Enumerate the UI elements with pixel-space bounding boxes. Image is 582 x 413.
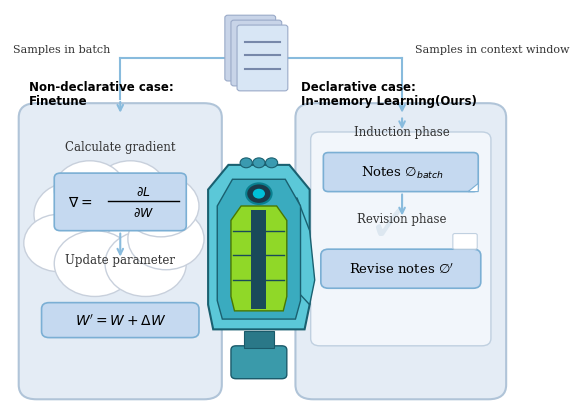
Polygon shape	[208, 166, 310, 330]
Polygon shape	[287, 198, 315, 305]
Polygon shape	[217, 180, 300, 319]
FancyBboxPatch shape	[324, 153, 478, 192]
FancyBboxPatch shape	[41, 303, 199, 338]
Text: $\partial W$: $\partial W$	[133, 206, 154, 219]
Circle shape	[54, 231, 136, 297]
Text: In-memory Learning(Ours): In-memory Learning(Ours)	[300, 95, 477, 108]
Text: $W' = W + \Delta W$: $W' = W + \Delta W$	[74, 313, 166, 328]
FancyBboxPatch shape	[231, 21, 282, 87]
Circle shape	[54, 161, 125, 219]
FancyBboxPatch shape	[321, 249, 481, 289]
Text: Calculate gradient: Calculate gradient	[65, 140, 176, 153]
FancyBboxPatch shape	[453, 234, 477, 249]
Text: ✓: ✓	[367, 199, 411, 251]
Bar	[251, 211, 267, 309]
FancyBboxPatch shape	[237, 26, 288, 92]
FancyBboxPatch shape	[231, 346, 287, 379]
FancyBboxPatch shape	[19, 104, 222, 399]
Circle shape	[95, 161, 166, 219]
Text: Revision phase: Revision phase	[357, 212, 447, 225]
Circle shape	[59, 174, 181, 272]
Text: Update parameter: Update parameter	[65, 253, 175, 266]
FancyBboxPatch shape	[54, 174, 186, 231]
Bar	[244, 332, 274, 348]
Text: Induction phase: Induction phase	[354, 126, 450, 139]
Circle shape	[105, 231, 186, 297]
Text: $\partial L$: $\partial L$	[136, 186, 151, 199]
Text: $\nabla =$: $\nabla =$	[68, 194, 92, 209]
Text: Declarative case:: Declarative case:	[300, 81, 416, 94]
Circle shape	[128, 209, 204, 270]
Circle shape	[253, 159, 265, 169]
Text: Revise notes $\emptyset'$: Revise notes $\emptyset'$	[349, 261, 455, 276]
FancyBboxPatch shape	[311, 133, 491, 346]
Text: Notes $\emptyset_{batch}$: Notes $\emptyset_{batch}$	[361, 164, 443, 180]
Circle shape	[246, 184, 272, 204]
Text: Non-declarative case:: Non-declarative case:	[29, 81, 173, 94]
Polygon shape	[468, 184, 478, 192]
Circle shape	[24, 215, 95, 272]
FancyBboxPatch shape	[225, 16, 276, 82]
Circle shape	[240, 159, 252, 169]
Circle shape	[265, 159, 278, 169]
Text: Finetune: Finetune	[29, 95, 87, 108]
FancyBboxPatch shape	[296, 104, 506, 399]
Circle shape	[253, 189, 265, 199]
Text: Samples in context window: Samples in context window	[415, 45, 569, 55]
Text: Samples in batch: Samples in batch	[13, 45, 110, 55]
Polygon shape	[231, 206, 287, 311]
Circle shape	[123, 176, 199, 237]
Circle shape	[34, 182, 115, 247]
